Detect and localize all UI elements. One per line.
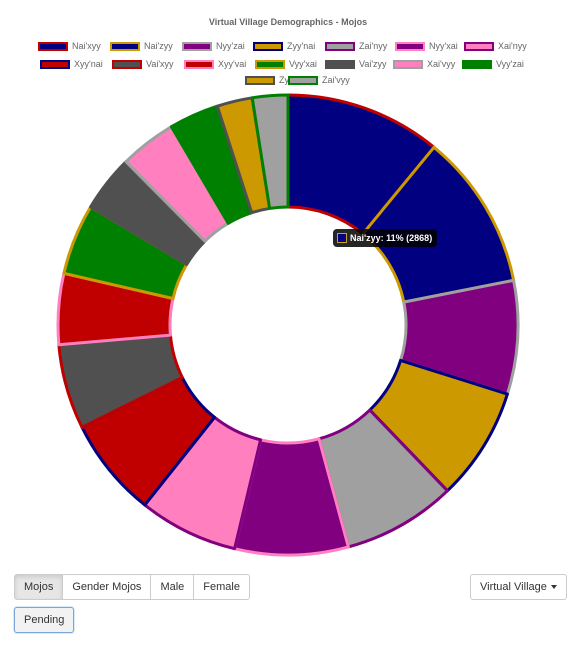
- village-dropdown-label: Virtual Village: [480, 581, 547, 593]
- legend-item-vyy-zai[interactable]: Vyy'zai: [462, 58, 524, 70]
- tab-female[interactable]: Female: [193, 574, 250, 600]
- legend-item-zai-nyy[interactable]: Zai'nyy: [325, 40, 387, 52]
- legend-label: Vai'zyy: [359, 59, 387, 69]
- legend-item-nyy-zai[interactable]: Nyy'zai: [182, 40, 245, 52]
- donut-chart: [56, 93, 520, 557]
- legend-label: Zai'vyy: [322, 75, 350, 85]
- tab-male[interactable]: Male: [150, 574, 195, 600]
- legend-swatch: [325, 41, 355, 51]
- legend-swatch: [245, 75, 275, 85]
- legend-swatch: [184, 59, 214, 69]
- tooltip-text: Nai'zyy: 11% (2868): [350, 233, 433, 243]
- legend-label: Nyy'xai: [429, 41, 458, 51]
- legend-swatch: [38, 41, 68, 51]
- tab-mojos[interactable]: Mojos: [14, 574, 64, 600]
- legend-label: Vyy'xai: [289, 59, 317, 69]
- legend-swatch: [288, 75, 318, 85]
- legend-label: Nyy'zai: [216, 41, 245, 51]
- legend-swatch: [255, 59, 285, 69]
- legend-swatch: [395, 41, 425, 51]
- legend-item-nai-zyy[interactable]: Nai'zyy: [110, 40, 173, 52]
- legend-label: Vyy'zai: [496, 59, 524, 69]
- legend-item-vai-xyy[interactable]: Vai'xyy: [112, 58, 174, 70]
- donut-slice-zai-vyy[interactable]: [250, 93, 290, 210]
- legend-label: Zyy'nai: [287, 41, 316, 51]
- legend-label: Nai'zyy: [144, 41, 173, 51]
- legend-swatch: [182, 41, 212, 51]
- legend-swatch: [325, 59, 355, 69]
- legend-swatch: [393, 59, 423, 69]
- chart-tooltip: Nai'zyy: 11% (2868): [333, 229, 438, 247]
- legend-swatch: [462, 59, 492, 69]
- legend-item-vyy-xai[interactable]: Vyy'xai: [255, 58, 317, 70]
- legend-item-xai-vyy[interactable]: Xai'vyy: [393, 58, 455, 70]
- legend-item-nyy-xai[interactable]: Nyy'xai: [395, 40, 458, 52]
- legend-item-xyy-vai[interactable]: Xyy'vai: [184, 58, 246, 70]
- chart-title: Virtual Village Demographics - Mojos: [208, 17, 368, 27]
- legend-swatch: [464, 41, 494, 51]
- legend-swatch: [112, 59, 142, 69]
- tooltip-swatch: [337, 233, 347, 243]
- tab-gender-mojos[interactable]: Gender Mojos: [62, 574, 152, 600]
- legend-label: Xai'vyy: [427, 59, 456, 69]
- pending-button[interactable]: Pending: [14, 607, 75, 633]
- legend-item-nai-xyy[interactable]: Nai'xyy: [38, 40, 101, 52]
- legend-item-xai-nyy[interactable]: Xai'nyy: [464, 40, 527, 52]
- legend-label: Xai'nyy: [498, 41, 527, 51]
- chart-legend: Nai'xyy Nai'zyy Nyy'zai Zyy'nai Zai'nyy Nyy'x…: [0, 40, 576, 88]
- legend-item-zai-vyy[interactable]: Zai'vyy: [288, 74, 350, 86]
- legend-label: Xyy'vai: [218, 59, 247, 69]
- legend-label: Xyy'nai: [74, 59, 103, 69]
- legend-item-vai-zyy[interactable]: Vai'zyy: [325, 58, 387, 70]
- legend-label: Vai'xyy: [146, 59, 174, 69]
- legend-item-xyy-nai[interactable]: Xyy'nai: [40, 58, 103, 70]
- legend-swatch: [253, 41, 283, 51]
- legend-label: Zai'nyy: [359, 41, 388, 51]
- metric-tab-group: Mojos Gender Mojos Male Female: [14, 574, 250, 600]
- legend-label: Nai'xyy: [72, 41, 101, 51]
- legend-item-zyy-nai[interactable]: Zyy'nai: [253, 40, 315, 52]
- legend-swatch: [110, 41, 140, 51]
- village-dropdown-button[interactable]: Virtual Village: [470, 574, 567, 600]
- caret-down-icon: [550, 585, 557, 589]
- legend-swatch: [40, 59, 70, 69]
